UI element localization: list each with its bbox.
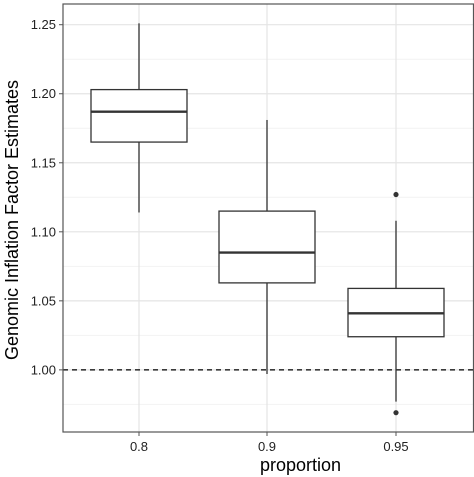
box-group — [90, 23, 188, 213]
y-tick-label: 1.10 — [31, 224, 56, 239]
x-tick-label: 0.95 — [383, 439, 408, 454]
y-tick-label: 1.00 — [31, 362, 56, 377]
box-iqr — [218, 210, 316, 284]
y-tick-label: 1.05 — [31, 293, 56, 308]
x-axis-ticks: 0.8 0.9 0.95 — [130, 432, 409, 454]
y-tick-label: 1.25 — [31, 17, 56, 32]
y-axis-ticks: 1.00 1.05 1.10 1.15 1.20 1.25 — [31, 17, 63, 377]
boxes-layer — [90, 23, 445, 416]
y-tick-label: 1.15 — [31, 155, 56, 170]
y-axis-title: Genomic Inflation Factor Estimates — [2, 80, 22, 360]
x-axis-title: proportion — [260, 455, 341, 475]
x-tick-label: 0.8 — [130, 439, 148, 454]
x-tick-label: 0.9 — [258, 439, 276, 454]
outlier-point — [393, 191, 399, 198]
box-group — [347, 191, 445, 416]
y-tick-label: 1.20 — [31, 86, 56, 101]
outlier-point — [393, 410, 399, 416]
box-group — [218, 119, 316, 375]
box-iqr — [90, 88, 188, 143]
